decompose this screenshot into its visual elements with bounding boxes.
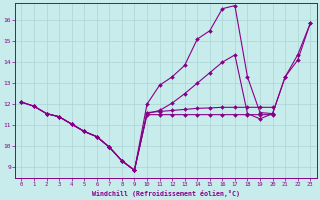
- X-axis label: Windchill (Refroidissement éolien,°C): Windchill (Refroidissement éolien,°C): [92, 190, 240, 197]
